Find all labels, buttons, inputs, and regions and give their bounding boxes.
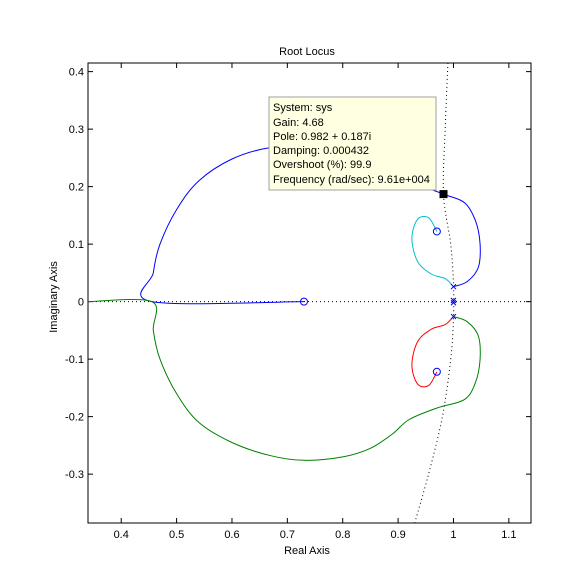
x-tick-label: 0.6 [224, 529, 239, 541]
x-axis-label: Real Axis [284, 545, 330, 557]
selected-pole-marker[interactable] [439, 190, 448, 199]
y-tick-label: 0.4 [69, 67, 84, 79]
x-tick-label: 0.9 [390, 529, 405, 541]
pole-marker [450, 299, 457, 306]
data-tip-system: System: sys [273, 102, 333, 114]
data-tip-overshoot: Overshoot (%): 99.9 [273, 159, 371, 171]
y-tick-label: -0.2 [65, 412, 84, 424]
data-tip-damping: Damping: 0.000432 [273, 145, 369, 157]
pole-marker [450, 283, 457, 290]
locus-branch-2 [411, 215, 454, 288]
data-tip[interactable]: System: sys Gain: 4.68 Pole: 0.982 + 0.1… [268, 96, 437, 191]
data-tip-pole: Pole: 0.982 + 0.187i [273, 131, 371, 143]
y-axis-label: Imaginary Axis [48, 261, 60, 333]
x-tick-label: 0.7 [280, 529, 295, 541]
zero-marker [432, 367, 441, 376]
x-tick-label: 0.4 [114, 529, 129, 541]
data-tip-box [268, 96, 437, 191]
y-tick-label: -0.3 [65, 469, 84, 481]
axis-ticks [88, 63, 531, 523]
tick-labels: 0.4 0.5 0.6 0.7 0.8 0.9 1 1.1 -0.3 -0.2 -0.1 0 0.1 0.… [65, 67, 516, 541]
pole-marker [450, 297, 457, 304]
zero-marker [432, 227, 441, 236]
poles-group [450, 283, 457, 320]
y-tick-label: -0.1 [65, 354, 84, 366]
zeros-group [299, 227, 441, 376]
chart-title: Root Locus [279, 46, 335, 58]
y-tick-label: 0.1 [69, 239, 84, 251]
x-tick-label: 1.1 [501, 529, 516, 541]
x-tick-label: 0.5 [169, 529, 184, 541]
y-tick-label: 0.2 [69, 182, 84, 194]
zero-marker [299, 297, 308, 306]
locus-branch-4 [411, 316, 454, 388]
locus-branch-3 [87, 298, 481, 461]
x-tick-label: 0.8 [335, 529, 350, 541]
data-tip-gain: Gain: 4.68 [273, 117, 324, 129]
selected-pole-marker-group [439, 190, 448, 199]
y-tick-label: 0.3 [69, 124, 84, 136]
data-tip-frequency: Frequency (rad/sec): 9.61e+004 [273, 174, 430, 186]
pole-marker [450, 313, 457, 320]
y-tick-label: 0 [78, 297, 84, 309]
x-tick-label: 1 [450, 529, 456, 541]
